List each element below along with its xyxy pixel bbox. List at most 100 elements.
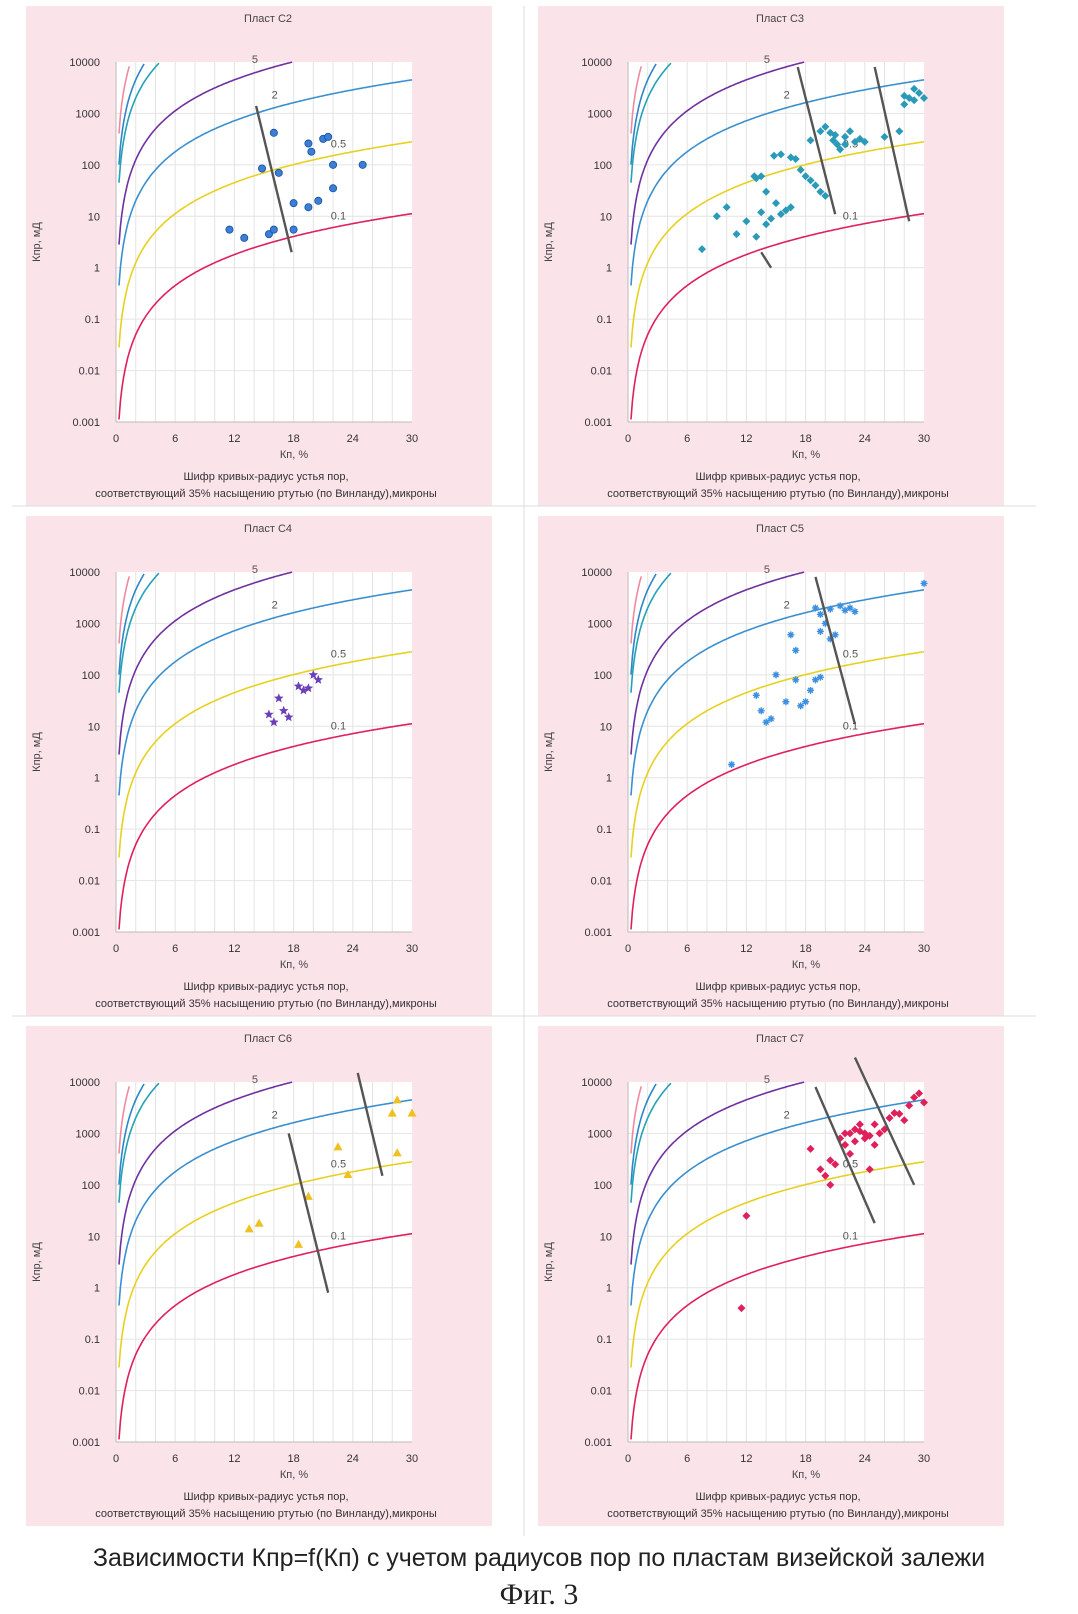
x-tick-label: 24 xyxy=(347,943,359,955)
curve-label: 0.5 xyxy=(331,1159,346,1171)
figure-label: Фиг. 3 xyxy=(0,1578,1078,1612)
data-point xyxy=(305,140,312,147)
data-point xyxy=(359,161,366,168)
y-tick-label: 1 xyxy=(94,263,100,275)
chart-svg: 603020520.50.10.0010.010.111010010001000… xyxy=(524,6,1036,516)
y-tick-label: 10000 xyxy=(581,57,612,69)
footnote-line: соответствующий 35% насыщению ртутью (по… xyxy=(607,1508,949,1520)
curve-label: 2 xyxy=(272,1110,278,1122)
chart-panel-3: 603020520.50.10.0010.010.111010010001000… xyxy=(12,516,524,1026)
curve-label: 5 xyxy=(252,564,258,576)
footnote-line: Шифр кривых-радиус устья пор, xyxy=(695,1491,860,1503)
footnote-line: соответствующий 35% насыщению ртутью (по… xyxy=(95,1508,437,1520)
curve-label: 2 xyxy=(272,90,278,102)
x-tick-label: 6 xyxy=(172,433,178,445)
footnote-line: Шифр кривых-радиус устья пор, xyxy=(695,471,860,483)
x-tick-label: 6 xyxy=(172,943,178,955)
y-tick-label: 1 xyxy=(606,1283,612,1295)
curve-label: 5 xyxy=(764,54,770,66)
y-tick-label: 0.001 xyxy=(72,417,100,429)
y-tick-label: 10000 xyxy=(581,567,612,579)
data-point xyxy=(315,197,322,204)
x-tick-label: 18 xyxy=(799,943,811,955)
chart-svg: 603020520.50.10.0010.010.111010010001000… xyxy=(12,516,524,1026)
curve-label: 0.1 xyxy=(331,211,346,223)
y-tick-label: 1000 xyxy=(588,1128,612,1140)
x-tick-label: 30 xyxy=(918,433,930,445)
chart-title: Пласт С6 xyxy=(244,1033,292,1045)
y-tick-label: 10 xyxy=(600,1231,612,1243)
x-tick-label: 24 xyxy=(859,1453,871,1465)
y-tick-label: 0.01 xyxy=(591,1386,612,1398)
data-point xyxy=(325,133,332,140)
y-tick-label: 1000 xyxy=(76,1128,100,1140)
data-point xyxy=(329,161,336,168)
x-tick-label: 0 xyxy=(113,433,119,445)
x-tick-label: 12 xyxy=(740,433,752,445)
y-tick-label: 0.1 xyxy=(597,824,612,836)
chart-panel-6: 603020520.50.10.0010.010.111010010001000… xyxy=(524,1026,1036,1536)
x-tick-label: 6 xyxy=(684,943,690,955)
y-axis-label: Кпр, мД xyxy=(543,222,555,262)
y-tick-label: 0.001 xyxy=(584,417,612,429)
y-tick-label: 10000 xyxy=(69,1077,100,1089)
data-point xyxy=(275,169,282,176)
x-tick-label: 18 xyxy=(287,1453,299,1465)
x-tick-label: 18 xyxy=(799,1453,811,1465)
chart-panel-2: 603020520.50.10.0010.010.111010010001000… xyxy=(524,6,1036,516)
y-tick-label: 100 xyxy=(82,160,100,172)
curve-label: 0.5 xyxy=(843,649,858,661)
x-tick-label: 12 xyxy=(740,1453,752,1465)
chart-title: Пласт С5 xyxy=(756,523,804,535)
data-point xyxy=(270,226,277,233)
x-tick-label: 12 xyxy=(228,943,240,955)
chart-panel-1: 603020520.50.10.0010.010.111010010001000… xyxy=(12,6,524,516)
x-axis-label: Кп, % xyxy=(280,959,308,971)
curve-label: 5 xyxy=(764,1074,770,1086)
y-tick-label: 0.1 xyxy=(85,314,100,326)
chart-svg: 603020520.50.10.0010.010.111010010001000… xyxy=(12,1026,524,1536)
y-tick-label: 0.001 xyxy=(584,927,612,939)
x-tick-label: 24 xyxy=(859,943,871,955)
x-tick-label: 0 xyxy=(625,1453,631,1465)
y-tick-label: 100 xyxy=(82,670,100,682)
y-tick-label: 1 xyxy=(94,773,100,785)
x-tick-label: 6 xyxy=(684,433,690,445)
y-tick-label: 0.1 xyxy=(85,824,100,836)
plot-area xyxy=(628,572,924,932)
x-tick-label: 12 xyxy=(228,1453,240,1465)
y-tick-label: 10 xyxy=(600,211,612,223)
chart-title: Пласт С4 xyxy=(244,523,292,535)
x-tick-label: 18 xyxy=(287,433,299,445)
y-tick-label: 1000 xyxy=(76,618,100,630)
y-axis-label: Кпр, мД xyxy=(31,222,43,262)
curve-label: 0.5 xyxy=(331,139,346,151)
curve-label: 2 xyxy=(784,1110,790,1122)
data-point xyxy=(241,234,248,241)
x-axis-label: Кп, % xyxy=(280,1469,308,1481)
x-tick-label: 24 xyxy=(347,1453,359,1465)
x-tick-label: 18 xyxy=(287,943,299,955)
y-tick-label: 10 xyxy=(88,721,100,733)
x-tick-label: 12 xyxy=(228,433,240,445)
y-tick-label: 0.1 xyxy=(85,1334,100,1346)
y-tick-label: 10 xyxy=(88,211,100,223)
y-tick-label: 10000 xyxy=(69,567,100,579)
y-tick-label: 1000 xyxy=(76,108,100,120)
y-axis-label: Кпр, мД xyxy=(31,732,43,772)
plot-area xyxy=(116,62,412,422)
y-tick-label: 100 xyxy=(82,1180,100,1192)
y-tick-label: 10 xyxy=(88,1231,100,1243)
figure-grid: 603020520.50.10.0010.010.111010010001000… xyxy=(12,6,1036,1536)
footnote-line: соответствующий 35% насыщению ртутью (по… xyxy=(95,488,437,500)
curve-label: 0.1 xyxy=(843,721,858,733)
curve-label: 0.1 xyxy=(843,1231,858,1243)
y-tick-label: 10000 xyxy=(69,57,100,69)
x-tick-label: 0 xyxy=(113,1453,119,1465)
x-tick-label: 6 xyxy=(172,1453,178,1465)
y-tick-label: 0.01 xyxy=(591,366,612,378)
y-tick-label: 100 xyxy=(594,160,612,172)
x-axis-label: Кп, % xyxy=(792,449,820,461)
x-tick-label: 18 xyxy=(799,433,811,445)
footnote-line: соответствующий 35% насыщению ртутью (по… xyxy=(95,998,437,1010)
